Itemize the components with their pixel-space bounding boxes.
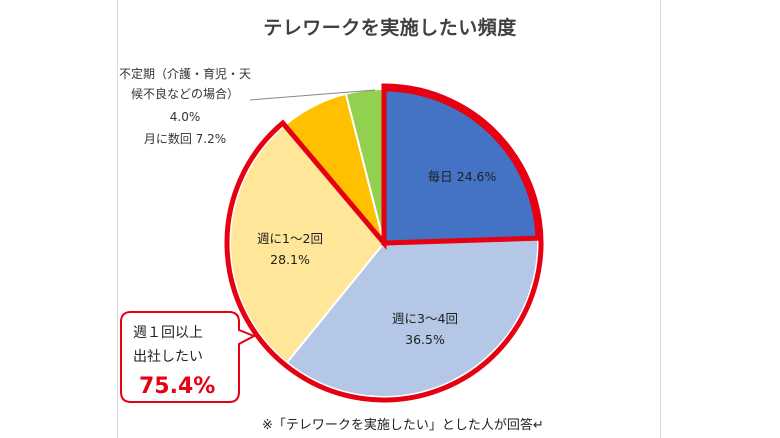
label-mainichi: 毎日 24.6%: [428, 169, 497, 184]
callout-box: [120, 311, 257, 403]
footnote: ※「テレワークを実施したい」とした人が回答↵: [262, 418, 544, 433]
callout-line1: 週１回以上: [133, 325, 203, 341]
pie-slice-1: [285, 237, 539, 398]
label-futeiki-value: 4.0%: [170, 110, 201, 124]
leader-line: [249, 89, 376, 101]
highlight-outline-weekly: [224, 83, 544, 403]
label-futeiki-line1: 不定期（介護・育児・天: [119, 66, 251, 81]
highlight-outline-mainichi: [381, 86, 541, 246]
label-shu12-value: 28.1%: [270, 252, 310, 267]
chart-title: テレワークを実施したい頻度: [263, 17, 517, 39]
label-futeiki-line2: 候不良などの場合）: [131, 86, 239, 101]
label-tsuki: 月に数回 7.2%: [144, 131, 226, 146]
callout-line2: 出社したい: [133, 349, 203, 365]
pie-slice-2: [229, 123, 386, 364]
right-border: [660, 0, 661, 438]
label-shu12-name: 週に1～2回: [257, 231, 323, 246]
left-border: [117, 0, 118, 438]
label-shu34-name: 週に3～4回: [392, 311, 458, 326]
callout-value: 75.4%: [139, 374, 215, 399]
label-shu34-value: 36.5%: [405, 332, 445, 347]
